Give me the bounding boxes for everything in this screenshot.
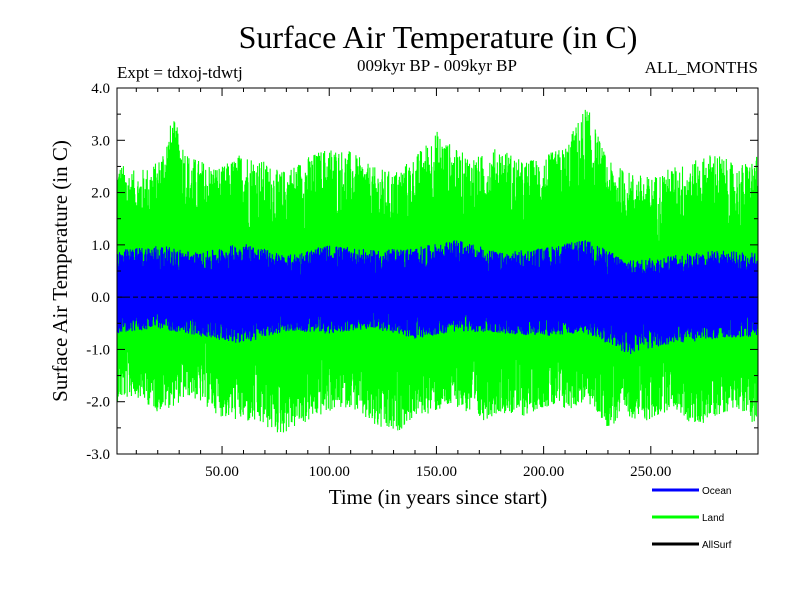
y-tick-label: -3.0 (86, 447, 110, 463)
y-tick-label: 4.0 (91, 81, 110, 97)
x-tick-label: 200.00 (523, 464, 564, 480)
y-tick-label: -1.0 (86, 342, 110, 358)
legend-label-ocean: Ocean (702, 486, 731, 497)
chart-subtitle-center: 009kyr BP - 009kyr BP (357, 56, 517, 75)
y-tick-label: 1.0 (91, 238, 110, 254)
legend-label-allsurf: AllSurf (702, 540, 732, 551)
series-ocean-line (117, 240, 758, 354)
legend-label-land: Land (702, 513, 724, 524)
legend: Ocean Land AllSurf (652, 486, 732, 551)
x-tick-label: 50.00 (205, 464, 239, 480)
y-tick-label: 3.0 (91, 133, 110, 149)
x-axis-label: Time (in years since start) (329, 485, 548, 509)
y-axis-label: Surface Air Temperature (in C) (48, 140, 72, 402)
y-tick-label: 2.0 (91, 186, 110, 202)
x-tick-label: 150.00 (416, 464, 457, 480)
y-tick-label: 0.0 (91, 290, 110, 306)
chart-subtitle-right: ALL_MONTHS (645, 58, 758, 77)
y-tick-label: -2.0 (86, 395, 110, 411)
chart-subtitle-left: Expt = tdxoj-tdwtj (117, 63, 243, 82)
x-tick-label: 250.00 (630, 464, 671, 480)
x-tick-label: 100.00 (309, 464, 350, 480)
series-land-line (117, 109, 758, 433)
chart-title: Surface Air Temperature (in C) (239, 19, 638, 55)
